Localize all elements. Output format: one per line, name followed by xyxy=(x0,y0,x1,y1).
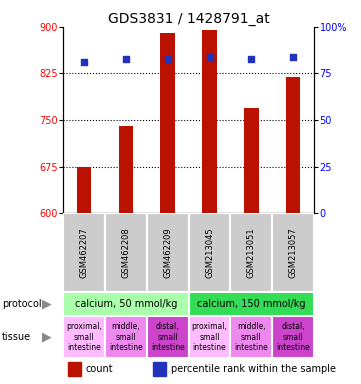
Text: GSM213051: GSM213051 xyxy=(247,227,256,278)
Text: GSM462207: GSM462207 xyxy=(79,227,88,278)
Bar xyxy=(105,316,147,358)
Bar xyxy=(188,213,230,292)
Text: distal,
small
intestine: distal, small intestine xyxy=(276,322,310,352)
Text: GSM213045: GSM213045 xyxy=(205,227,214,278)
Bar xyxy=(63,213,105,292)
Bar xyxy=(147,213,188,292)
Title: GDS3831 / 1428791_at: GDS3831 / 1428791_at xyxy=(108,12,270,26)
Text: count: count xyxy=(86,364,113,374)
Bar xyxy=(77,167,91,213)
Bar xyxy=(105,213,147,292)
Text: middle,
small
intestine: middle, small intestine xyxy=(235,322,268,352)
Text: middle,
small
intestine: middle, small intestine xyxy=(109,322,143,352)
Bar xyxy=(147,316,188,358)
Bar xyxy=(244,108,259,213)
Point xyxy=(81,59,87,65)
Bar xyxy=(188,292,314,316)
Bar xyxy=(153,362,166,376)
Point xyxy=(206,54,212,60)
Text: percentile rank within the sample: percentile rank within the sample xyxy=(171,364,336,374)
Bar xyxy=(230,213,272,292)
Text: calcium, 50 mmol/kg: calcium, 50 mmol/kg xyxy=(75,299,177,309)
Text: GSM462208: GSM462208 xyxy=(121,227,130,278)
Bar xyxy=(272,316,314,358)
Bar xyxy=(188,316,230,358)
Point xyxy=(165,55,171,61)
Bar xyxy=(202,30,217,213)
Bar xyxy=(160,33,175,213)
Bar xyxy=(230,316,272,358)
Bar xyxy=(272,213,314,292)
Point xyxy=(123,55,129,61)
Text: ▶: ▶ xyxy=(42,331,52,344)
Text: tissue: tissue xyxy=(2,332,31,342)
Point xyxy=(290,54,296,60)
Text: distal,
small
intestine: distal, small intestine xyxy=(151,322,184,352)
Text: ▶: ▶ xyxy=(42,298,52,310)
Bar xyxy=(118,126,133,213)
Text: proximal,
small
intestine: proximal, small intestine xyxy=(66,322,102,352)
Bar xyxy=(286,76,300,213)
Bar xyxy=(63,292,188,316)
Bar xyxy=(68,362,81,376)
Text: calcium, 150 mmol/kg: calcium, 150 mmol/kg xyxy=(197,299,306,309)
Bar xyxy=(63,316,105,358)
Text: GSM213057: GSM213057 xyxy=(289,227,298,278)
Text: GSM462209: GSM462209 xyxy=(163,227,172,278)
Text: proximal,
small
intestine: proximal, small intestine xyxy=(192,322,227,352)
Point xyxy=(248,55,254,61)
Text: protocol: protocol xyxy=(2,299,42,309)
